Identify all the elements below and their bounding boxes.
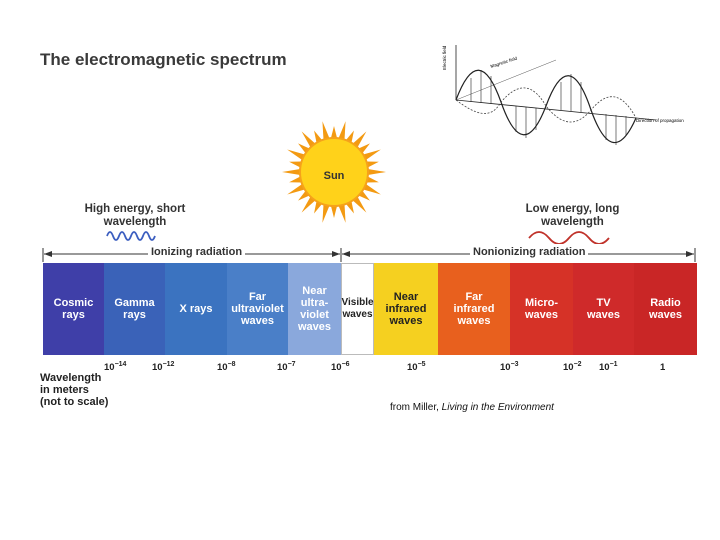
tick-label: 10−2 xyxy=(563,361,582,374)
magnetic-wave xyxy=(455,87,637,123)
electric-field-label: Electric field xyxy=(442,45,447,70)
sun-ray xyxy=(314,201,323,214)
sun-ray xyxy=(363,183,381,195)
sun-ray xyxy=(330,126,338,139)
tick-label: 10−1 xyxy=(599,361,618,374)
sun-ray xyxy=(301,196,316,213)
tick-label: 10−14 xyxy=(104,361,127,374)
tick-label: 10−6 xyxy=(331,361,350,374)
sun-ray xyxy=(366,161,379,168)
band-cosmic-rays: Cosmic rays xyxy=(43,263,104,355)
band-tv-waves: TV waves xyxy=(573,263,634,355)
band-label: TV waves xyxy=(586,297,621,321)
band-label: Near infrared waves xyxy=(385,291,427,327)
sun-ray xyxy=(314,130,323,143)
sun-ray xyxy=(289,161,302,168)
sun-ray xyxy=(282,168,301,176)
band-label: Cosmic rays xyxy=(53,297,94,321)
sun-ray xyxy=(322,204,330,223)
band-visible: Visible waves xyxy=(341,263,374,355)
band-far-infrared: Far infrared waves xyxy=(438,263,510,355)
band-label: Far infrared waves xyxy=(453,291,495,327)
radiation-arrows xyxy=(42,248,696,262)
sun-ray xyxy=(345,130,354,143)
direction-label: Direction of propagation xyxy=(636,118,684,123)
band-label: Near ultra-violet waves xyxy=(297,285,332,333)
band-x-rays: X rays xyxy=(165,263,227,355)
sun-ray xyxy=(338,204,346,223)
source-credit: from Miller, Living in the Environment xyxy=(390,402,554,413)
band-radio-waves: Radio waves xyxy=(634,263,697,355)
band-label: Radio waves xyxy=(648,297,683,321)
tick-label: 10−3 xyxy=(500,361,519,374)
band-microwaves: Micro-waves xyxy=(510,263,573,355)
sun-icon xyxy=(282,121,386,223)
band-near-infrared: Near infrared waves xyxy=(374,263,438,355)
nonionizing-label: Nonionizing radiation xyxy=(470,246,589,258)
sun-ray xyxy=(367,168,386,176)
sun-ray xyxy=(287,149,305,161)
long-wave-icon xyxy=(528,231,610,244)
low-energy-label: Low energy, long wavelength xyxy=(525,203,620,228)
sun-label: Sun xyxy=(323,170,345,182)
tick-label: 10−7 xyxy=(277,361,296,374)
electric-wave xyxy=(455,69,637,144)
band-label: X rays xyxy=(179,303,213,315)
sun-ray xyxy=(366,176,379,183)
sun-ray xyxy=(352,131,367,148)
band-label: Visible waves xyxy=(341,297,374,320)
sun-ray xyxy=(352,196,367,213)
page-title: The electromagnetic spectrum xyxy=(40,50,287,69)
tick-label: 1 xyxy=(660,362,666,374)
sun-ray xyxy=(330,205,338,218)
ionizing-label: Ionizing radiation xyxy=(148,246,246,258)
sun-ray xyxy=(345,201,354,214)
band-near-ultraviolet: Near ultra-violet waves xyxy=(288,263,341,355)
sun-ray xyxy=(338,121,346,140)
band-gamma-rays: Gamma rays xyxy=(104,263,165,355)
magnetic-field-label: Magnetic field xyxy=(490,55,518,68)
tick-label: 10−8 xyxy=(217,361,236,374)
band-label: Far ultraviolet waves xyxy=(231,291,284,327)
sun-ray xyxy=(287,183,305,195)
magnetic-field-axis xyxy=(455,59,557,101)
sun-ray xyxy=(363,149,381,161)
band-label: Micro-waves xyxy=(524,297,559,321)
band-label: Gamma rays xyxy=(114,297,155,321)
em-wave-diagram: Electric field Magnetic field Direction … xyxy=(442,45,684,145)
high-energy-label: High energy, short wavelength xyxy=(84,203,186,228)
band-far-ultraviolet: Far ultraviolet waves xyxy=(227,263,288,355)
sun-ray xyxy=(322,121,330,140)
sun-ray xyxy=(289,176,302,183)
wavelength-axis-label: Wavelength in meters (not to scale) xyxy=(40,372,109,408)
short-wave-icon xyxy=(106,231,156,241)
propagation-axis xyxy=(455,99,657,121)
tick-label: 10−12 xyxy=(152,361,175,374)
tick-label: 10−5 xyxy=(407,361,426,374)
sun-ray xyxy=(301,131,316,148)
